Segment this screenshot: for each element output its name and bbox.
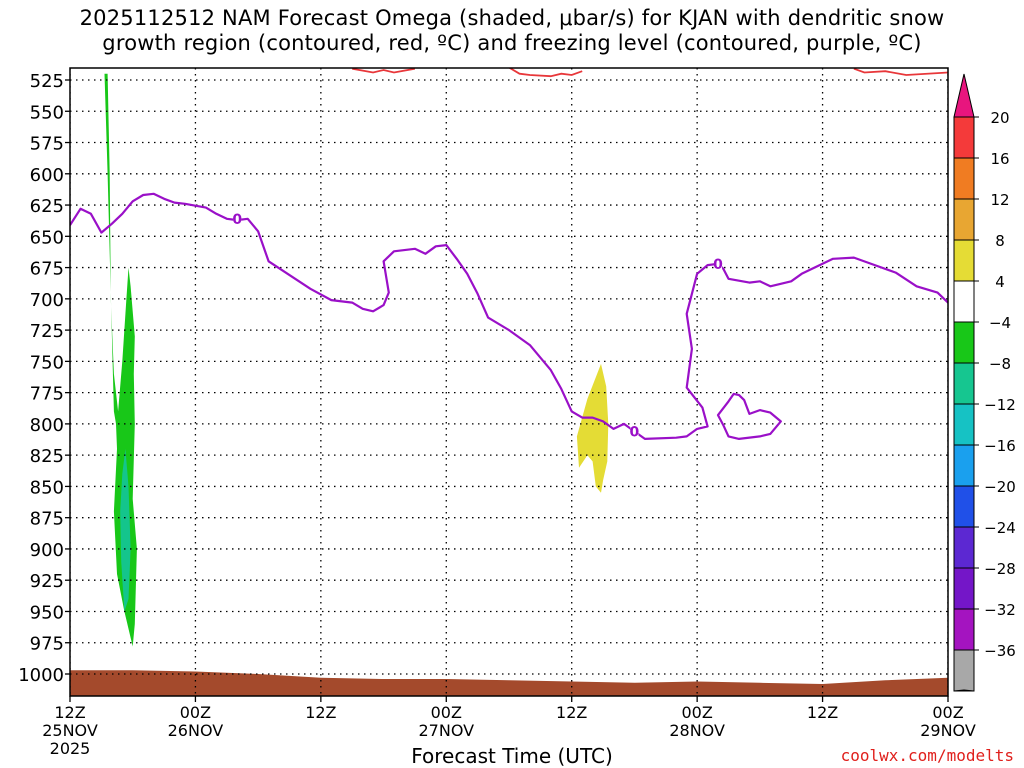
y-tick-label-750: 750	[30, 352, 64, 373]
freezing-label-bg-0	[233, 211, 242, 226]
y-tick-label-625: 625	[30, 196, 64, 217]
y-tick-label-825: 825	[30, 446, 64, 467]
dgz-contour-2	[853, 68, 948, 76]
colorbar-label-8: −16	[984, 437, 1016, 455]
y-tick-label-875: 875	[30, 509, 64, 530]
x-tick-label-0-0: 12Z	[54, 703, 85, 722]
chart-title-line2: growth region (contoured, red, ºC) and f…	[102, 31, 922, 55]
freezing-level-label-0: 0	[232, 212, 242, 228]
colorbar: 20 16 12 8 4 −4 −8 −12 −16 −20 −24 −28 −32 −36	[953, 73, 1016, 692]
omega-region-1	[120, 448, 131, 612]
colorbar-box-11	[953, 526, 975, 569]
dgz-contour-0	[352, 68, 416, 74]
x-tick-label-60-0: 00Z	[681, 703, 712, 722]
colorbar-box-7	[953, 362, 975, 405]
freezing-label-bg-2	[714, 256, 723, 271]
y-tick-label-925: 925	[30, 571, 64, 592]
colorbar-bottom-arrow	[953, 689, 975, 692]
freezing-level-island	[716, 392, 782, 440]
chart-title-line1: 2025112512 NAM Forecast Omega (shaded, μ…	[79, 6, 945, 30]
colorbar-label-6: −8	[989, 355, 1011, 373]
freezing-level-label-2: 0	[713, 257, 723, 273]
x-tick-label-48-0: 12Z	[556, 703, 587, 722]
site-credit: coolwx.com/modelts	[840, 746, 1014, 765]
terrain-fill	[70, 670, 948, 696]
colorbar-label-2: 12	[990, 191, 1009, 209]
y-tick-label-575: 575	[30, 134, 64, 155]
colorbar-box-5	[953, 280, 975, 323]
x-tick-label-24-0: 12Z	[305, 703, 336, 722]
colorbar-box-6	[953, 321, 975, 364]
x-tick-label-84-1: 29NOV	[920, 721, 976, 740]
x-tick-label-72-0: 12Z	[807, 703, 838, 722]
colorbar-box-9	[953, 444, 975, 487]
colorbar-label-10: −24	[984, 519, 1016, 537]
y-tick-label-975: 975	[30, 634, 64, 655]
colorbar-box-12	[953, 567, 975, 610]
y-tick-label-775: 775	[30, 384, 64, 405]
y-tick-label-950: 950	[30, 602, 64, 623]
colorbar-box-1	[953, 116, 975, 159]
colorbar-box-8	[953, 403, 975, 446]
x-tick-label-12-1: 26NOV	[168, 721, 224, 740]
x-tick-label-0-2: 2025	[50, 739, 91, 758]
colorbar-label-5: −4	[989, 314, 1011, 332]
x-tick-label-0-1: 25NOV	[42, 721, 98, 740]
colorbar-box-4	[953, 239, 975, 282]
freezing-level-label-1: 0	[630, 424, 640, 440]
omega-region-0	[104, 73, 137, 647]
colorbar-label-3: 8	[995, 232, 1005, 250]
freezing-label-bg-1	[630, 424, 639, 439]
x-axis-label: Forecast Time (UTC)	[411, 744, 613, 768]
colorbar-label-7: −12	[984, 396, 1016, 414]
colorbar-box-13	[953, 608, 975, 651]
chart-title: 2025112512 NAM Forecast Omega (shaded, μ…	[0, 6, 1024, 56]
x-tick-label-36-0: 00Z	[431, 703, 462, 722]
colorbar-label-1: 16	[990, 150, 1009, 168]
colorbar-box-10	[953, 485, 975, 528]
y-tick-label-675: 675	[30, 259, 64, 280]
y-tick-label-800: 800	[30, 415, 64, 436]
plot-border	[69, 67, 949, 697]
colorbar-label-11: −28	[984, 560, 1016, 578]
axes: 525 550 575 600 625 650 675 700 725 750 775 800 825 8…	[18, 67, 976, 758]
colorbar-top-arrow	[953, 73, 975, 118]
y-tick-label-725: 725	[30, 321, 64, 342]
omega-region-2	[576, 363, 609, 493]
y-tick-label-650: 650	[30, 227, 64, 248]
x-tick-label-60-1: 28NOV	[669, 721, 725, 740]
colorbar-box-3	[953, 198, 975, 241]
y-tick-label-850: 850	[30, 477, 64, 498]
colorbar-box-14	[953, 649, 975, 692]
colorbar-box-2	[953, 157, 975, 200]
plot-area: 0 0 0	[70, 68, 948, 696]
colorbar-label-12: −32	[984, 601, 1016, 619]
colorbar-label-9: −20	[984, 478, 1016, 496]
dgz-contour-1	[508, 68, 583, 78]
colorbar-label-0: 20	[990, 109, 1009, 127]
x-tick-label-12-0: 00Z	[180, 703, 211, 722]
plot-content: 0 0 0	[70, 68, 948, 696]
x-tick-label-36-1: 27NOV	[418, 721, 474, 740]
colorbar-label-4: 4	[995, 273, 1005, 291]
y-tick-label-600: 600	[30, 165, 64, 186]
y-tick-label-525: 525	[30, 71, 64, 92]
y-tick-label-900: 900	[30, 540, 64, 561]
freezing-level-line	[70, 192, 948, 440]
y-tick-label-700: 700	[30, 290, 64, 311]
x-tick-label-84-0: 00Z	[932, 703, 963, 722]
colorbar-label-13: −36	[984, 642, 1016, 660]
y-tick-label-1000: 1000	[18, 665, 64, 686]
y-tick-label-550: 550	[30, 102, 64, 123]
